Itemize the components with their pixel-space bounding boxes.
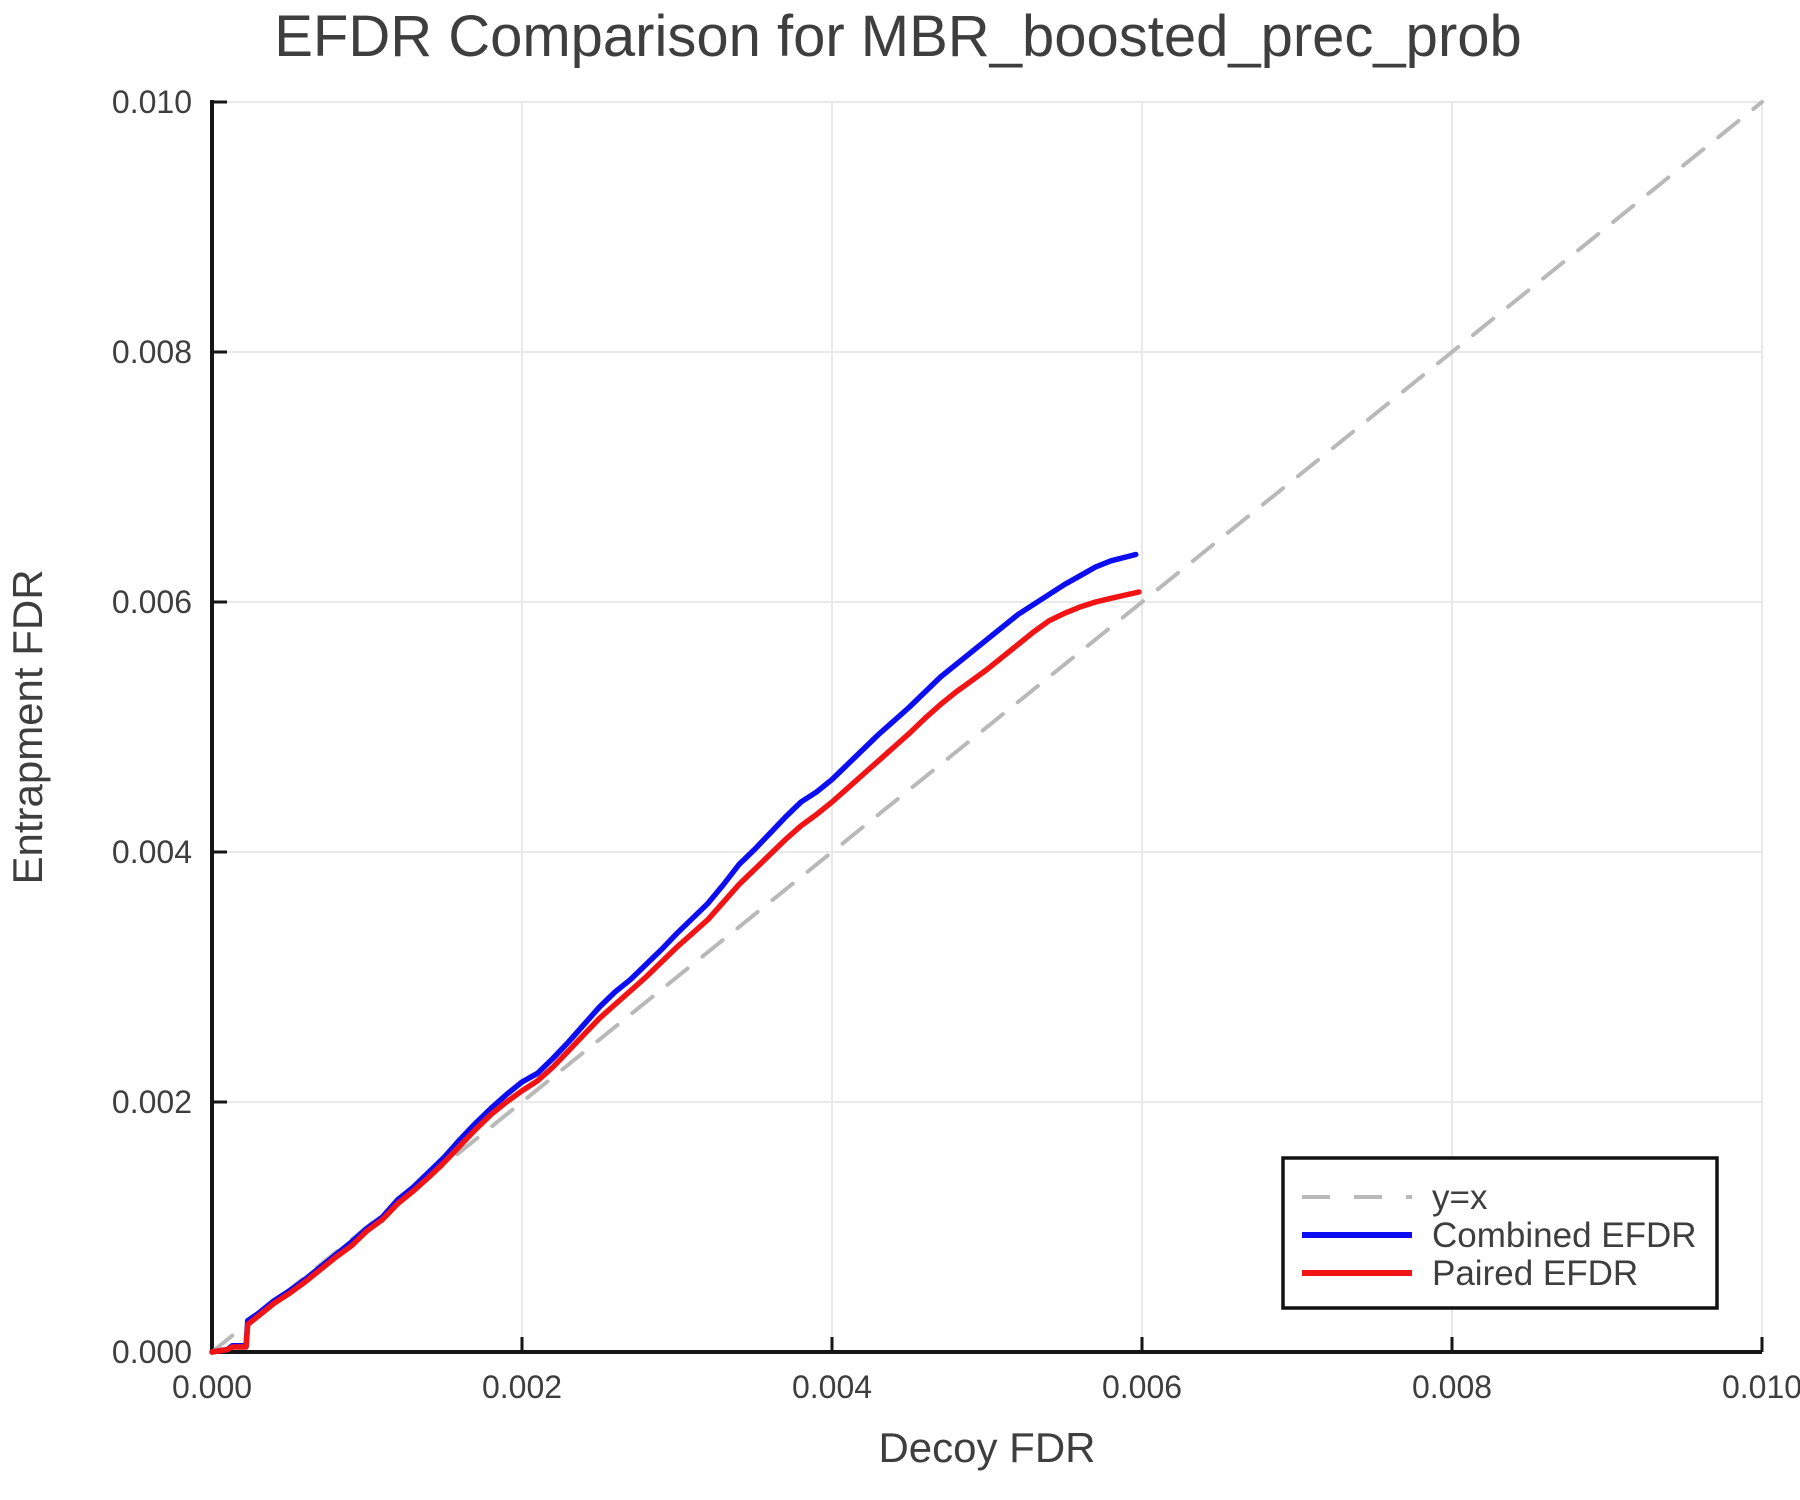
identity-line	[210, 100, 1764, 1354]
x-tick-label: 0.008	[1412, 1369, 1492, 1405]
legend-label: Paired EFDR	[1432, 1254, 1638, 1293]
x-tick-label: 0.000	[172, 1369, 252, 1405]
paired-efdr-line	[209, 589, 1142, 1355]
x-tick-label: 0.010	[1722, 1369, 1800, 1405]
x-tick-label: 0.004	[792, 1369, 872, 1405]
legend-label: y=x	[1432, 1178, 1488, 1217]
tick-labels: 0.000 0.002 0.004 0.006 0.008 0.010 0.000 0.002…	[112, 84, 1800, 1405]
x-axis-label: Decoy FDR	[878, 1424, 1095, 1471]
y-tick-label: 0.000	[112, 1334, 192, 1370]
axes	[210, 100, 1764, 1354]
y-tick-label: 0.002	[112, 1084, 192, 1120]
series-lines	[209, 100, 1764, 1355]
legend-label: Combined EFDR	[1432, 1216, 1697, 1255]
y-tick-label: 0.004	[112, 834, 192, 870]
chart-title: EFDR Comparison for MBR_boosted_prec_pro…	[274, 4, 1522, 69]
y-axis-label: Entrapment FDR	[4, 569, 51, 884]
y-tick-label: 0.006	[112, 584, 192, 620]
x-tick-label: 0.002	[482, 1369, 562, 1405]
x-tick-label: 0.006	[1102, 1369, 1182, 1405]
y-tick-label: 0.010	[112, 84, 192, 120]
y-tick-label: 0.008	[112, 334, 192, 370]
gridlines	[212, 101, 1763, 1352]
